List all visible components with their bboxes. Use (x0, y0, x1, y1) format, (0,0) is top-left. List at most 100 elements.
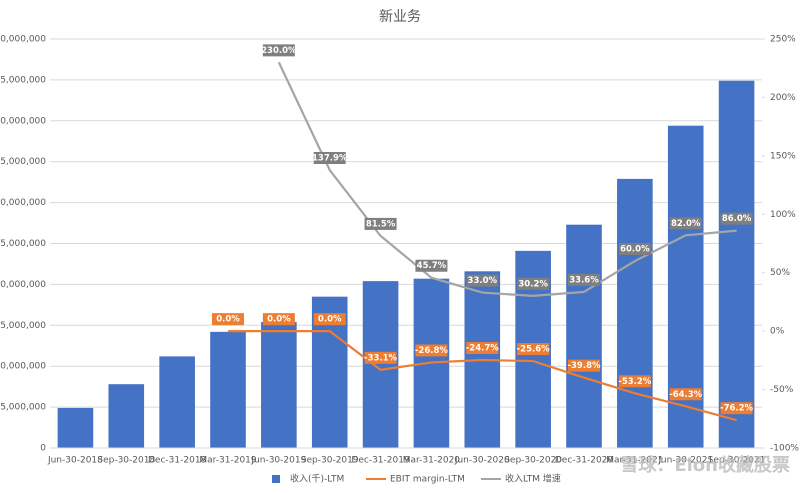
data-label: 0.0% (313, 313, 346, 326)
data-label-text: -76.2% (720, 404, 753, 414)
data-label-box (212, 313, 244, 326)
chart-title: 新业务 (379, 9, 421, 25)
data-label: -64.3% (669, 388, 703, 401)
data-label-box (262, 313, 295, 326)
line (277, 61, 737, 297)
bar (718, 80, 755, 448)
bar (210, 331, 246, 448)
x-tick-label: Jun-30-2019 (250, 456, 306, 466)
legend-label: 收入LTM 增速 (505, 473, 561, 485)
data-label-text: 86.0% (722, 214, 752, 224)
legend-label: EBIT margin-LTM (390, 475, 465, 485)
bar (57, 407, 94, 448)
data-label-text: -25.6% (517, 345, 550, 355)
data-label-text: -53.2% (618, 377, 651, 387)
data-label-box (618, 375, 651, 388)
bar (362, 281, 399, 448)
data-label: 137.9% (312, 151, 348, 164)
y2-tick-label: -50% (770, 385, 794, 395)
y-tick-label: 15,000,000 (0, 321, 46, 331)
data-label-text: 60.0% (620, 245, 650, 255)
x-tick-label: Jun-30-2018 (47, 456, 103, 466)
watermark: 雪球：Elon收藏股票 (620, 454, 790, 476)
y2-tick-label: 200% (770, 93, 796, 103)
x-tick-label: Mar-31-2019 (199, 456, 257, 466)
data-label-text: -39.8% (567, 361, 600, 371)
x-tick-label: Dec-31-2019 (351, 456, 410, 466)
y-tick-label: 10,000,000 (0, 362, 46, 372)
x-tick-label: Sep-30-2020 (504, 456, 562, 466)
data-label: -25.6% (517, 343, 550, 356)
data-label: 45.7% (415, 259, 448, 272)
legend-label: 收入(千)-LTM (290, 473, 344, 485)
data-label: 60.0% (618, 243, 651, 256)
x-tick-label: Jun-30-2021 (657, 456, 713, 466)
x-tick-label: Sep-30-2018 (97, 456, 155, 466)
data-label-box (313, 151, 346, 164)
data-label-box (364, 351, 397, 364)
data-label-box (669, 388, 702, 401)
data-label-text: 0.0% (318, 315, 342, 325)
bar (159, 356, 195, 448)
legend-swatch (272, 475, 280, 483)
data-label-text: 33.6% (569, 275, 599, 285)
data-label: 30.2% (517, 277, 550, 290)
data-label-text: 137.9% (312, 153, 348, 163)
data-label: 86.0% (720, 212, 753, 225)
x-tick-label: Mar-31-2021 (606, 456, 663, 466)
data-label-text: 30.2% (518, 279, 548, 289)
data-label-box (517, 343, 550, 356)
line (228, 330, 737, 422)
data-label-text: 45.7% (417, 261, 447, 271)
data-label-box (313, 313, 346, 326)
data-label-text: -26.8% (415, 346, 448, 356)
y2-tick-label: 0% (770, 327, 785, 337)
x-tick-label: Dec-31-2018 (148, 456, 207, 466)
x-tick-label: Mar-31-2020 (403, 456, 461, 466)
data-label-text: 0.0% (216, 315, 240, 325)
data-label-text: 81.5% (366, 219, 396, 229)
x-tick-label: Sep-30-2021 (708, 456, 766, 466)
data-label-box (568, 273, 600, 286)
data-label: -76.2% (720, 402, 754, 415)
bar (261, 322, 297, 448)
bar (566, 224, 602, 448)
data-label: 230.0% (261, 44, 297, 57)
data-label-box (517, 277, 550, 290)
data-label-box (415, 344, 448, 357)
data-label-text: -33.1% (364, 353, 397, 363)
data-label-text: 230.0% (261, 46, 297, 56)
data-label-box (720, 212, 753, 225)
y-tick-label: 20,000,000 (0, 280, 46, 290)
data-label: -24.7% (466, 342, 499, 355)
data-label: 0.0% (262, 313, 295, 326)
y-tick-label: 5,000,000 (0, 403, 46, 413)
data-label: 82.0% (669, 217, 702, 230)
data-label-box (415, 259, 448, 272)
data-label-box (466, 274, 499, 287)
y2-tick-label: -100% (770, 444, 799, 454)
y-tick-label: 35,000,000 (0, 157, 46, 167)
y-tick-label: 25,000,000 (0, 239, 46, 249)
y-tick-label: 50,000,000 (0, 35, 46, 45)
data-label-box (262, 44, 295, 57)
y-tick-label: 0 (40, 444, 46, 454)
data-label-text: -24.7% (466, 344, 499, 354)
y2-tick-label: 250% (770, 35, 796, 45)
data-label-box (364, 217, 397, 230)
data-label: -39.8% (567, 359, 601, 372)
data-label-box (568, 359, 600, 372)
data-label: 33.0% (466, 274, 499, 287)
data-label-box (720, 402, 753, 415)
data-label-text: -64.3% (669, 390, 702, 400)
y-tick-label: 40,000,000 (0, 116, 46, 126)
data-label-box (618, 243, 651, 256)
y2-tick-label: 150% (770, 151, 796, 161)
data-label: 81.5% (364, 217, 397, 230)
data-label-text: 33.0% (468, 276, 498, 286)
data-label: 33.6% (568, 273, 600, 286)
y2-tick-label: 100% (770, 210, 796, 220)
x-tick-label: Sep-30-2019 (301, 456, 359, 466)
x-tick-label: Dec-31-2020 (555, 456, 614, 466)
